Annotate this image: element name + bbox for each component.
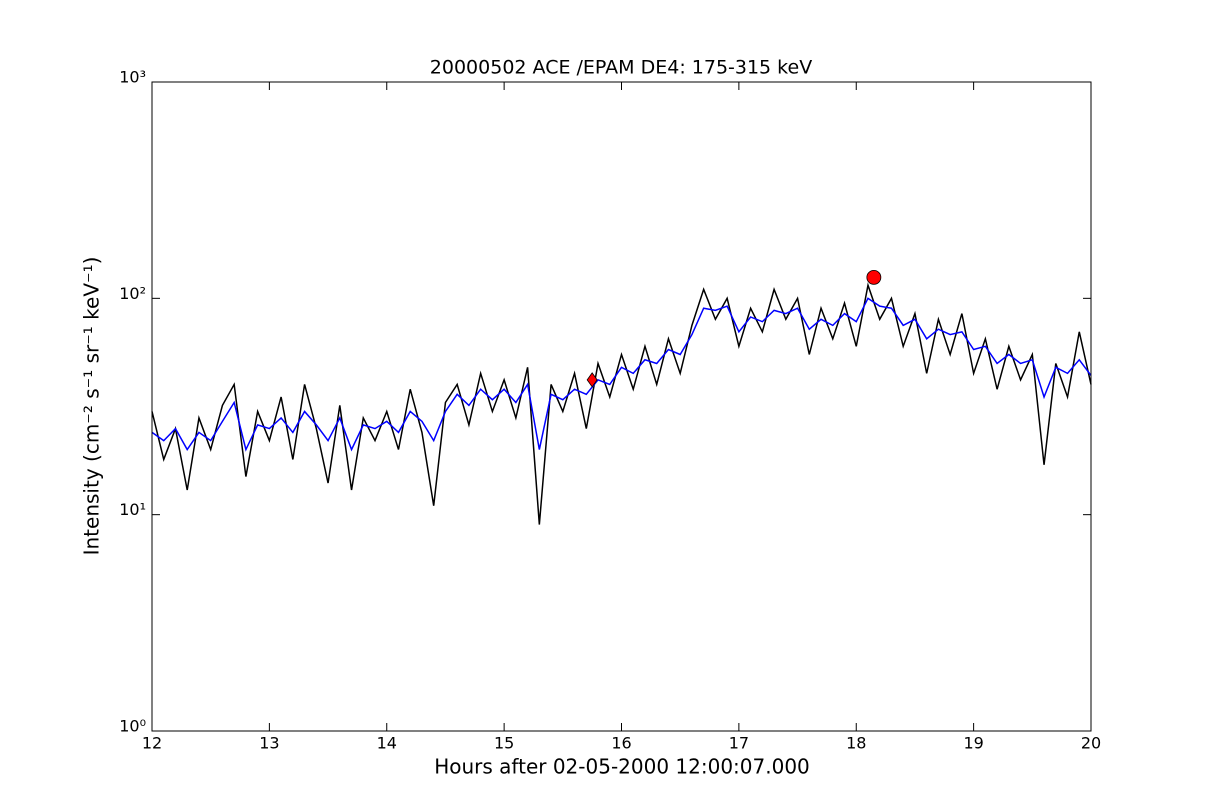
x-tick-label: 13 (259, 734, 279, 753)
line-series (151, 297, 1092, 452)
y-tick-label: 10¹ (119, 500, 146, 519)
y-axis-label: Intensity (cm⁻² s⁻¹ sr⁻¹ keV⁻¹) (80, 257, 104, 556)
y-tick-label: 10⁰ (119, 717, 146, 736)
y-tick-label: 10² (119, 284, 146, 303)
x-axis-label: Hours after 02-05-2000 12:00:07.000 (434, 755, 810, 779)
x-tick-label: 19 (963, 734, 983, 753)
x-tick-label: 12 (142, 734, 162, 753)
x-tick-label: 18 (846, 734, 866, 753)
marker (586, 372, 598, 388)
x-tick-label: 15 (494, 734, 514, 753)
y-tick-label: 10³ (119, 68, 146, 87)
marker (866, 269, 882, 285)
x-tick-label: 17 (729, 734, 749, 753)
chart-title: 20000502 ACE /EPAM DE4: 175-315 keV (430, 57, 812, 79)
x-tick-label: 14 (377, 734, 397, 753)
x-tick-label: 16 (611, 734, 631, 753)
x-tick-label: 20 (1081, 734, 1101, 753)
line-series (151, 282, 1092, 525)
